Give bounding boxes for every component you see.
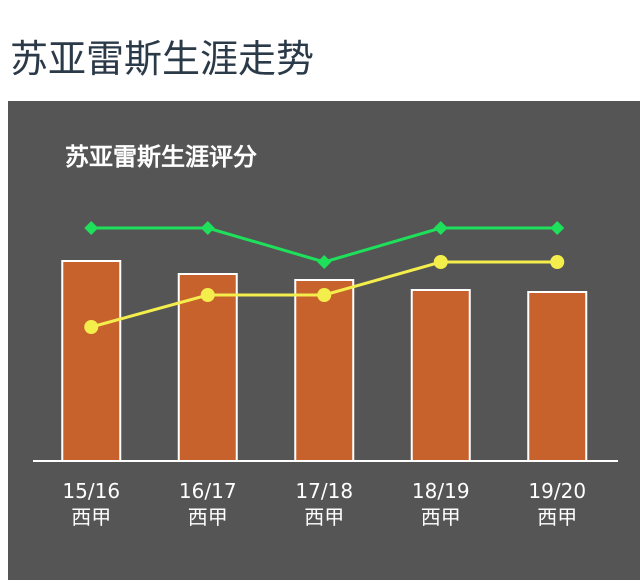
x-tick-label: 18/19 西甲 [411,479,470,529]
point [433,221,448,235]
x-tick-label: 19/20 西甲 [528,479,587,529]
point [84,221,99,235]
bar [61,260,122,462]
bar [294,279,355,462]
x-tick-label: 17/18 西甲 [295,479,354,529]
point [200,288,215,302]
point [550,255,565,269]
bar [410,289,471,462]
point [433,255,448,269]
chart-title: 苏亚雷斯生涯评分 [65,143,257,171]
page-title: 苏亚雷斯生涯走势 [10,37,315,81]
point [550,221,565,235]
bar [527,291,588,462]
point [317,255,332,269]
point [84,320,99,334]
x-tick-label: 15/16 西甲 [62,479,121,529]
x-tick-label: 16/17 西甲 [178,479,237,529]
point [200,221,215,235]
bar [177,273,238,462]
point [317,288,332,302]
